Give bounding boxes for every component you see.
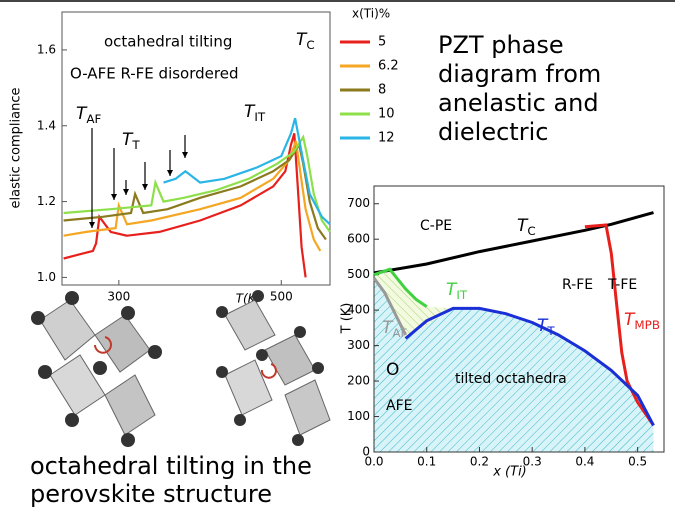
it-region [374, 269, 454, 339]
label-sub: IT [254, 110, 266, 124]
legend-label: 6.2 [378, 59, 399, 74]
y-tick-label: 700 [347, 196, 370, 210]
y-tick-label: 300 [347, 338, 370, 352]
phase-boundary [404, 306, 655, 427]
plot-frame [373, 185, 665, 453]
tilted-region [374, 278, 654, 452]
y-tick-label: 1.0 [37, 270, 56, 284]
arrow-head [111, 194, 117, 200]
y-tick-label: 1.6 [37, 42, 56, 56]
label-main: T [76, 104, 88, 124]
region-label: tilted octahedra [455, 371, 567, 387]
boundary-label: TT [537, 316, 555, 338]
legend-label: 8 [378, 83, 386, 98]
label-sub: MPB [634, 318, 660, 332]
perovskite-right [216, 290, 331, 446]
y-tick-label: 400 [347, 303, 370, 317]
caption-line: octahedral tilting in the [30, 452, 312, 480]
x-tick-label: 0.1 [417, 455, 436, 469]
side-line: PZT phase [438, 31, 564, 59]
x-axis-label: x (Ti) [492, 465, 527, 480]
label-main: T [122, 130, 134, 150]
y-axis-label: elastic compliance [9, 88, 24, 209]
annotation: octahedral tilting [104, 33, 232, 51]
label-sub: C [306, 38, 314, 52]
arrow-head [89, 222, 95, 228]
side-line: anelastic and [438, 89, 599, 117]
legend-title: x(Ti)% [352, 7, 390, 21]
region-label: R-FE [562, 277, 593, 293]
series-line [63, 140, 322, 252]
phase-diagram: 0 100 200 300 400 500 600 700 0.0 0.1 0.2 0.3 0.4 0.5… [336, 180, 671, 480]
annotation: O-AFE R-FE disordered [70, 65, 238, 83]
x-tick-label: 0.3 [523, 455, 542, 469]
arrow-head [142, 184, 148, 190]
series-line [163, 117, 331, 226]
label-main: T [517, 216, 529, 236]
phase-boundary [584, 223, 655, 427]
boundary-label: TC [517, 216, 536, 238]
boundary-label: TMPB [624, 310, 660, 332]
legend-label: 12 [378, 131, 395, 146]
caption-line: perovskite structure [30, 480, 272, 508]
legend-label: 10 [378, 107, 395, 122]
y-tick-label: 1.2 [37, 194, 56, 208]
y-tick-label: 200 [347, 374, 370, 388]
boundary-label: TAF [382, 318, 408, 340]
label-sub: AF [392, 326, 407, 340]
label-sub: IT [456, 288, 468, 302]
region-label: O [386, 360, 399, 380]
y-tick-label: 500 [347, 267, 370, 281]
transition-label: TAF [76, 104, 102, 126]
region-label: AFE [386, 398, 412, 414]
x-tick-label: 0.4 [575, 455, 594, 469]
region-label: C-PE [420, 218, 452, 234]
label-main: T [537, 316, 549, 336]
label-main: T [296, 30, 308, 50]
y-tick-label: 0 [362, 445, 370, 459]
x-tick-label: 0.2 [470, 455, 489, 469]
series-line [63, 134, 331, 233]
y-tick-label: 600 [347, 232, 370, 246]
y-tick-label: 100 [347, 409, 370, 423]
phase-boundary [373, 267, 428, 308]
label-sub: AF [86, 112, 101, 126]
arrow-head [167, 170, 173, 176]
transition-label: TT [122, 130, 140, 152]
label-sub: C [527, 224, 535, 238]
side-line: diagram from [438, 60, 601, 88]
phase-boundary [372, 277, 407, 336]
transition-label: TIT [244, 102, 266, 124]
side-line: dielectric [438, 118, 548, 146]
y-tick-label: 1.4 [37, 118, 56, 132]
x-tick-label: 300 [107, 290, 130, 304]
x-tick-label: 0.5 [628, 455, 647, 469]
boundary-label: TIT [446, 280, 468, 302]
label-main: T [624, 310, 636, 330]
label-main: T [446, 280, 458, 300]
x-tick-label: 0.0 [364, 455, 383, 469]
x-tick-label: 500 [270, 290, 293, 304]
arrow-head [123, 189, 129, 195]
label-main: T [244, 102, 256, 122]
region-label: T-FE [607, 277, 637, 293]
arrow-head [182, 152, 188, 158]
label-sub: T [546, 324, 555, 338]
legend-label: 5 [378, 35, 386, 50]
phase-boundary [373, 211, 654, 275]
perovskite-left [31, 291, 162, 447]
transition-label: TC [296, 30, 315, 52]
y-axis-label: T (K) [340, 303, 355, 335]
label-main: T [382, 318, 394, 338]
label-sub: T [131, 138, 140, 152]
